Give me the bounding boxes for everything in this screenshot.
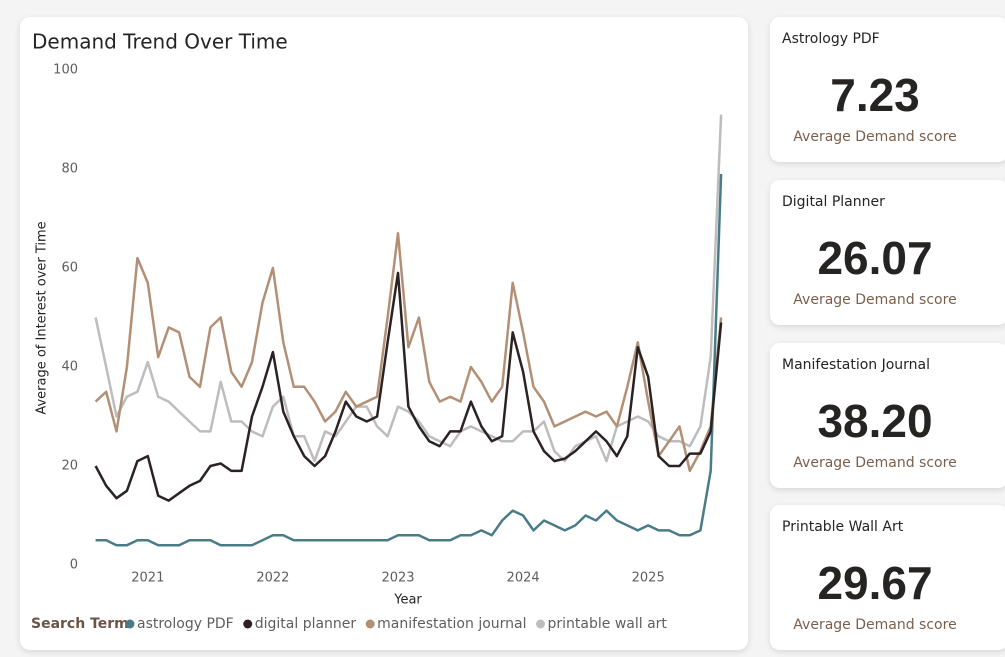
kpi-value: 7.23	[830, 69, 920, 121]
y-tick-label: 0	[70, 558, 78, 573]
chart-title: Demand Trend Over Time	[32, 30, 288, 54]
y-tick-label: 20	[61, 459, 78, 474]
legend-marker	[243, 619, 253, 629]
series-line	[94, 271, 723, 502]
y-tick-label: 60	[61, 261, 78, 276]
series-line	[94, 232, 723, 473]
kpi-value: 26.07	[817, 232, 932, 284]
y-tick-label: 100	[53, 63, 78, 78]
series-line	[95, 173, 723, 547]
x-tick-label: 2023	[381, 571, 414, 586]
kpi-label: Average Demand score	[793, 455, 956, 471]
legend-label: manifestation journal	[377, 616, 526, 632]
legend-marker	[536, 619, 546, 629]
legend-marker	[365, 619, 375, 629]
kpi-title: Manifestation Journal	[782, 357, 930, 373]
x-tick-label: 2021	[131, 571, 164, 586]
kpi-label: Average Demand score	[793, 617, 956, 633]
kpi-cards: Astrology PDF 7.23 Average Demand score Dig…	[770, 17, 1005, 650]
x-axis-title: Year	[393, 593, 422, 608]
y-tick-label: 80	[61, 162, 78, 177]
kpi-label: Average Demand score	[793, 129, 956, 145]
kpi-card	[770, 505, 1005, 650]
kpi-card	[770, 343, 1005, 488]
chart-card	[20, 17, 748, 650]
y-axis-title: Average of Interest over Time	[35, 221, 50, 414]
kpi-title: Astrology PDF	[782, 31, 880, 47]
kpi-value: 38.20	[817, 395, 932, 447]
legend-marker	[125, 619, 135, 629]
kpi-title: Digital Planner	[782, 194, 885, 210]
kpi-label: Average Demand score	[793, 292, 956, 308]
legend-label: printable wall art	[548, 616, 668, 632]
legend-title: Search Term	[31, 616, 129, 632]
x-tick-label: 2024	[507, 571, 540, 586]
x-tick-label: 2022	[256, 571, 289, 586]
legend-label: digital planner	[255, 616, 357, 632]
kpi-title: Printable Wall Art	[782, 519, 904, 535]
y-tick-label: 40	[61, 360, 78, 375]
kpi-value: 29.67	[817, 557, 932, 609]
kpi-card	[770, 180, 1005, 325]
x-tick-label: 2025	[632, 571, 665, 586]
legend-label: astrology PDF	[137, 616, 234, 632]
kpi-card	[770, 17, 1005, 162]
